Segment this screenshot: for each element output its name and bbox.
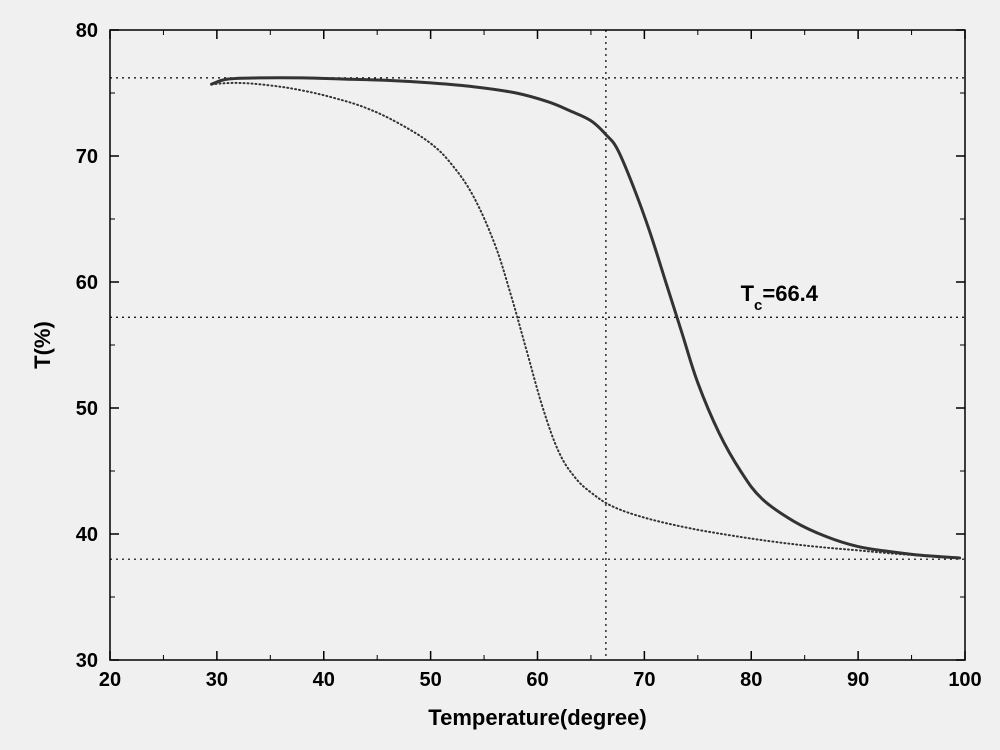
x-tick-label: 80	[740, 669, 762, 691]
x-tick-label: 100	[948, 669, 981, 691]
x-tick-label: 90	[847, 669, 869, 691]
y-tick-label: 70	[76, 146, 98, 168]
x-axis-label: Temperature(degree)	[428, 705, 646, 730]
x-tick-label: 50	[420, 669, 442, 691]
x-tick-label: 70	[633, 669, 655, 691]
chart-container: 2030405060708090100304050607080Temperatu…	[0, 0, 1000, 750]
y-axis-label: T(%)	[30, 321, 55, 369]
x-tick-label: 30	[206, 669, 228, 691]
y-tick-label: 40	[76, 524, 98, 546]
y-tick-label: 30	[76, 650, 98, 672]
x-tick-label: 40	[313, 669, 335, 691]
x-tick-label: 20	[99, 669, 121, 691]
y-tick-label: 50	[76, 398, 98, 420]
transmittance-vs-temperature-chart: 2030405060708090100304050607080Temperatu…	[0, 0, 1000, 750]
x-tick-label: 60	[526, 669, 548, 691]
plot-area	[110, 30, 965, 660]
y-tick-label: 60	[76, 272, 98, 294]
y-tick-label: 80	[76, 20, 98, 42]
